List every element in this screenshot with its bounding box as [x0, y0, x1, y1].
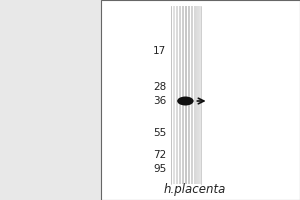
- Bar: [100, 0, 300, 200]
- Bar: [185, 6, 186, 184]
- Bar: [195, 6, 196, 184]
- Text: 55: 55: [153, 128, 167, 138]
- Bar: [187, 6, 188, 184]
- Bar: [197, 6, 198, 184]
- Bar: [181, 6, 182, 184]
- Text: 28: 28: [153, 82, 167, 92]
- Bar: [190, 6, 191, 184]
- Bar: [171, 6, 172, 184]
- Bar: [198, 6, 199, 184]
- Bar: [196, 6, 197, 184]
- Bar: [200, 6, 201, 184]
- Bar: [179, 6, 180, 184]
- Bar: [189, 6, 190, 184]
- Bar: [183, 6, 184, 184]
- Ellipse shape: [177, 97, 194, 106]
- Bar: [176, 6, 177, 184]
- Bar: [199, 6, 200, 184]
- Text: h.placenta: h.placenta: [164, 182, 226, 196]
- Bar: [186, 6, 187, 184]
- Bar: [192, 6, 193, 184]
- Bar: [191, 6, 192, 184]
- Bar: [174, 6, 175, 184]
- Bar: [175, 6, 176, 184]
- Bar: [173, 6, 174, 184]
- Bar: [182, 6, 183, 184]
- Text: 95: 95: [153, 164, 167, 174]
- Bar: [180, 6, 181, 184]
- Bar: [194, 6, 195, 184]
- Bar: [188, 6, 189, 184]
- Bar: [177, 6, 178, 184]
- Text: 72: 72: [153, 150, 167, 160]
- Bar: [172, 6, 173, 184]
- Text: 17: 17: [153, 46, 167, 56]
- Bar: [178, 6, 179, 184]
- Bar: [193, 6, 194, 184]
- Text: 36: 36: [153, 96, 167, 106]
- Bar: [184, 6, 185, 184]
